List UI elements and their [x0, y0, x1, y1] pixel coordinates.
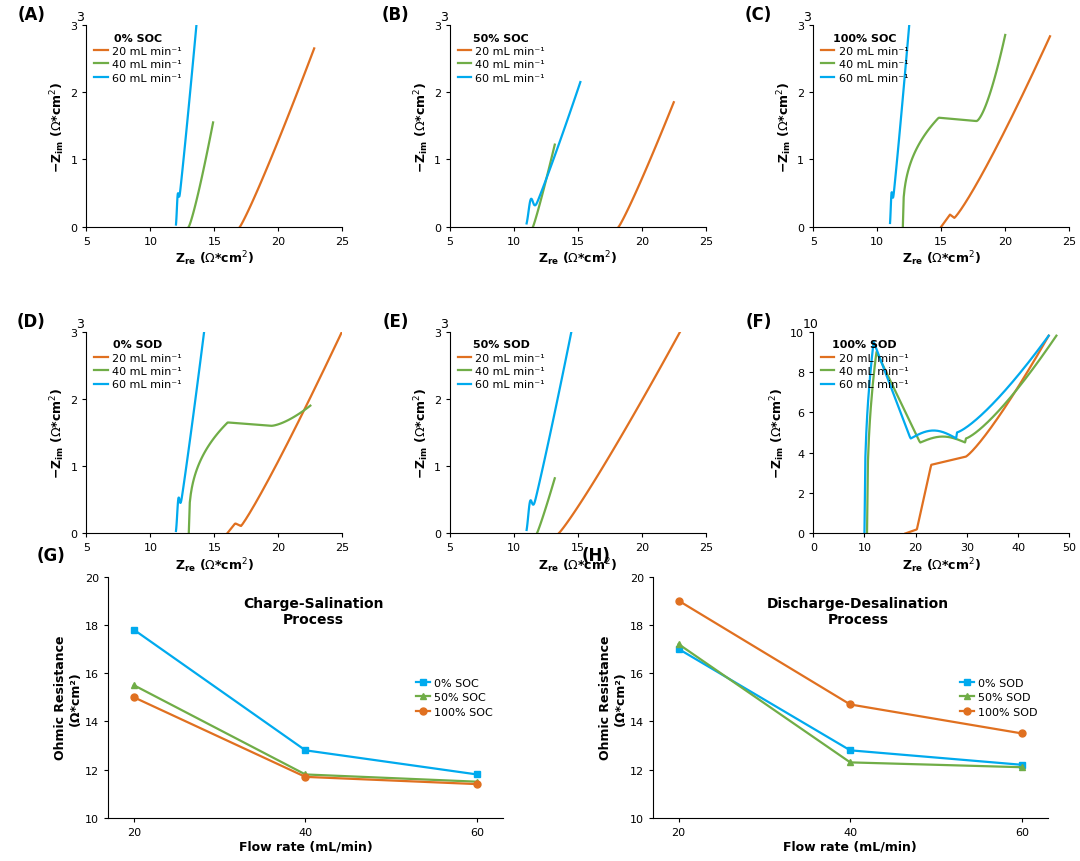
- Legend: 20 mL min⁻¹, 40 mL min⁻¹, 60 mL min⁻¹: 20 mL min⁻¹, 40 mL min⁻¹, 60 mL min⁻¹: [456, 31, 548, 86]
- Y-axis label: $\mathbf{-Z_{im}}$ ($\Omega$*cm$^2$): $\mathbf{-Z_{im}}$ ($\Omega$*cm$^2$): [413, 81, 431, 172]
- Text: (F): (F): [746, 313, 772, 331]
- X-axis label: $\mathbf{Z_{re}}$ ($\Omega$*cm$^2$): $\mathbf{Z_{re}}$ ($\Omega$*cm$^2$): [902, 555, 981, 574]
- X-axis label: $\mathbf{Z_{re}}$ ($\Omega$*cm$^2$): $\mathbf{Z_{re}}$ ($\Omega$*cm$^2$): [538, 555, 618, 574]
- Text: 3: 3: [440, 11, 447, 24]
- Text: 3: 3: [804, 11, 811, 24]
- Y-axis label: $\mathbf{-Z_{im}}$ ($\Omega$*cm$^2$): $\mathbf{-Z_{im}}$ ($\Omega$*cm$^2$): [769, 387, 787, 479]
- Text: (E): (E): [382, 313, 409, 331]
- Y-axis label: Ohmic Resistance
(Ω*cm²): Ohmic Resistance (Ω*cm²): [54, 635, 82, 759]
- Text: (G): (G): [37, 547, 66, 565]
- Legend: 20 mL min⁻¹, 40 mL min⁻¹, 60 mL min⁻¹: 20 mL min⁻¹, 40 mL min⁻¹, 60 mL min⁻¹: [819, 338, 910, 392]
- X-axis label: $\mathbf{Z_{re}}$ ($\Omega$*cm$^2$): $\mathbf{Z_{re}}$ ($\Omega$*cm$^2$): [175, 555, 254, 574]
- Legend: 0% SOD, 50% SOD, 100% SOD: 0% SOD, 50% SOD, 100% SOD: [956, 673, 1042, 722]
- Text: Discharge-Desalination
Process: Discharge-Desalination Process: [767, 596, 949, 626]
- X-axis label: Flow rate (mL/min): Flow rate (mL/min): [239, 839, 373, 852]
- Y-axis label: $\mathbf{-Z_{im}}$ ($\Omega$*cm$^2$): $\mathbf{-Z_{im}}$ ($\Omega$*cm$^2$): [775, 81, 794, 172]
- Text: (H): (H): [582, 547, 610, 565]
- Y-axis label: $\mathbf{-Z_{im}}$ ($\Omega$*cm$^2$): $\mathbf{-Z_{im}}$ ($\Omega$*cm$^2$): [49, 81, 67, 172]
- Text: Charge-Salination
Process: Charge-Salination Process: [243, 596, 383, 626]
- X-axis label: $\mathbf{Z_{re}}$ ($\Omega$*cm$^2$): $\mathbf{Z_{re}}$ ($\Omega$*cm$^2$): [538, 249, 618, 268]
- X-axis label: $\mathbf{Z_{re}}$ ($\Omega$*cm$^2$): $\mathbf{Z_{re}}$ ($\Omega$*cm$^2$): [902, 249, 981, 268]
- Text: 3: 3: [440, 317, 447, 331]
- Legend: 20 mL min⁻¹, 40 mL min⁻¹, 60 mL min⁻¹: 20 mL min⁻¹, 40 mL min⁻¹, 60 mL min⁻¹: [456, 338, 548, 392]
- Text: (B): (B): [381, 6, 409, 24]
- Text: (D): (D): [16, 313, 45, 331]
- Legend: 20 mL min⁻¹, 40 mL min⁻¹, 60 mL min⁻¹: 20 mL min⁻¹, 40 mL min⁻¹, 60 mL min⁻¹: [92, 31, 184, 86]
- Legend: 20 mL min⁻¹, 40 mL min⁻¹, 60 mL min⁻¹: 20 mL min⁻¹, 40 mL min⁻¹, 60 mL min⁻¹: [92, 338, 184, 392]
- Y-axis label: $\mathbf{-Z_{im}}$ ($\Omega$*cm$^2$): $\mathbf{-Z_{im}}$ ($\Omega$*cm$^2$): [413, 387, 431, 479]
- Y-axis label: Ohmic Resistance
(Ω*cm²): Ohmic Resistance (Ω*cm²): [599, 635, 626, 759]
- Y-axis label: $\mathbf{-Z_{im}}$ ($\Omega$*cm$^2$): $\mathbf{-Z_{im}}$ ($\Omega$*cm$^2$): [49, 387, 67, 479]
- X-axis label: $\mathbf{Z_{re}}$ ($\Omega$*cm$^2$): $\mathbf{Z_{re}}$ ($\Omega$*cm$^2$): [175, 249, 254, 268]
- Text: (A): (A): [17, 6, 45, 24]
- Legend: 20 mL min⁻¹, 40 mL min⁻¹, 60 mL min⁻¹: 20 mL min⁻¹, 40 mL min⁻¹, 60 mL min⁻¹: [819, 31, 910, 86]
- Text: 3: 3: [77, 317, 84, 331]
- Legend: 0% SOC, 50% SOC, 100% SOC: 0% SOC, 50% SOC, 100% SOC: [411, 673, 497, 722]
- Text: 3: 3: [77, 11, 84, 24]
- Text: (C): (C): [745, 6, 772, 24]
- Text: 10: 10: [804, 317, 819, 331]
- X-axis label: Flow rate (mL/min): Flow rate (mL/min): [783, 839, 917, 852]
